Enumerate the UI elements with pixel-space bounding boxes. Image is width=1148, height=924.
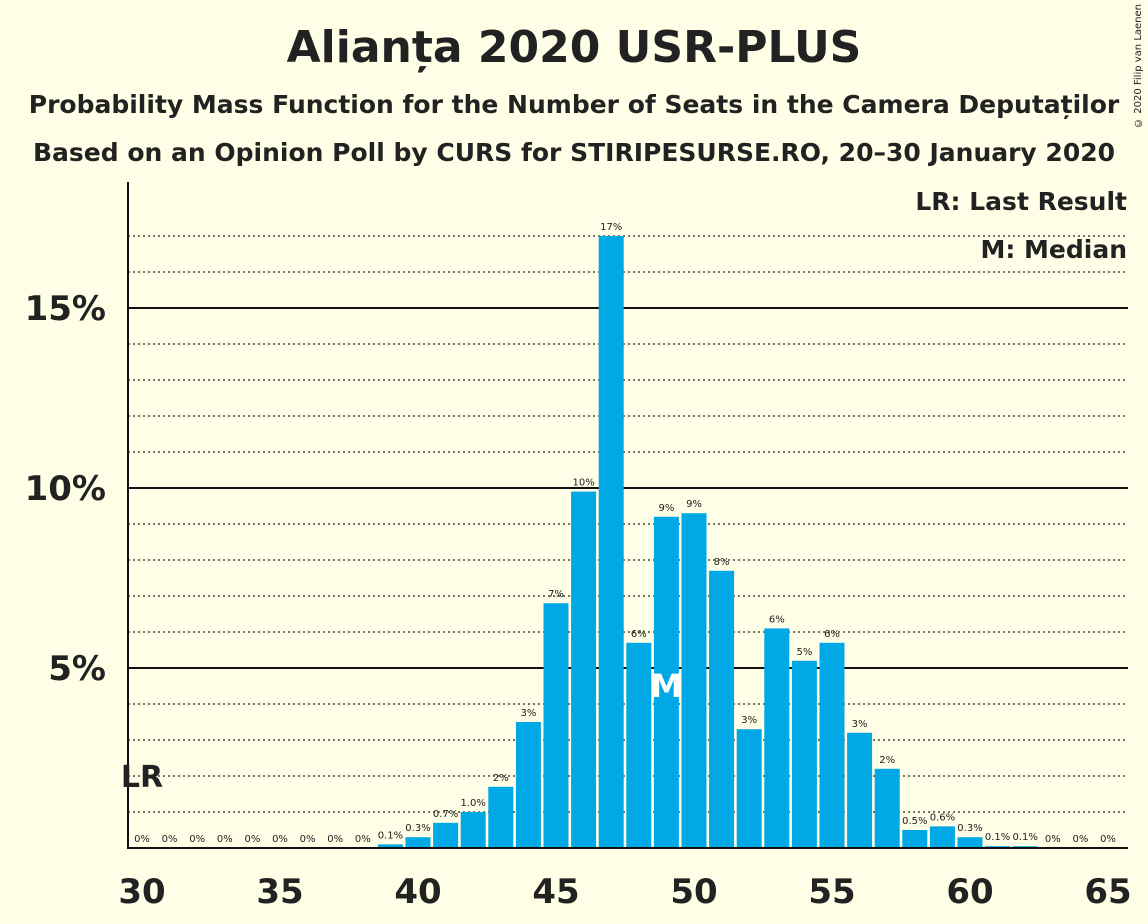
bar: [847, 732, 873, 848]
bar: [405, 837, 431, 848]
bar-value-label: 5%: [796, 647, 812, 658]
bar: [460, 812, 486, 848]
bar: [929, 826, 955, 848]
bar-value-label: 0%: [1100, 834, 1116, 845]
median-marker: M: [650, 667, 682, 705]
bar-value-label: 0%: [134, 834, 150, 845]
bar: [543, 603, 569, 848]
bar-value-label: 0.3%: [405, 823, 430, 834]
bar-value-label: 0%: [217, 834, 233, 845]
x-tick-label: 30: [118, 872, 165, 912]
bar-value-label: 0.3%: [957, 823, 982, 834]
bar-value-label: 3%: [852, 719, 868, 730]
bar-value-label: 0%: [272, 834, 288, 845]
bar: [571, 491, 597, 848]
bar-value-label: 17%: [600, 222, 622, 233]
bar-value-label: 0.1%: [985, 832, 1010, 843]
bar-value-label: 9%: [658, 503, 674, 514]
bar-value-label: 10%: [572, 478, 594, 489]
bar-value-label: 0%: [327, 834, 343, 845]
bar-value-label: 0%: [244, 834, 260, 845]
bar-value-label: 8%: [714, 557, 730, 568]
bar-value-label: 0%: [1045, 834, 1061, 845]
bar-value-label: 6%: [824, 629, 840, 640]
bar: [819, 642, 845, 848]
bar-value-label: 1.0%: [460, 798, 485, 809]
bar-value-label: 2%: [879, 755, 895, 766]
x-tick-label: 45: [532, 872, 579, 912]
bar-value-label: 9%: [686, 499, 702, 510]
bar: [791, 660, 817, 848]
bar: [626, 642, 652, 848]
bar-value-label: 0%: [189, 834, 205, 845]
x-tick-label: 65: [1084, 872, 1131, 912]
bar-value-label: 6%: [769, 614, 785, 625]
bar: [957, 837, 983, 848]
x-tick-label: 40: [394, 872, 441, 912]
bar-value-label: 2%: [493, 773, 509, 784]
bar-value-label: 0.1%: [1012, 832, 1037, 843]
x-tick-label: 35: [256, 872, 303, 912]
bar-value-label: 3%: [741, 715, 757, 726]
chart-subtitle: Probability Mass Function for the Number…: [28, 90, 1120, 119]
x-tick-label: 60: [946, 872, 993, 912]
bar-value-label: 6%: [631, 629, 647, 640]
x-tick-label: 55: [808, 872, 855, 912]
y-tick-label: 10%: [25, 469, 106, 509]
bar-value-label: 0.5%: [902, 816, 927, 827]
bar-value-label: 0.6%: [930, 812, 955, 823]
bar-value-label: 0.1%: [378, 830, 403, 841]
legend-entry: M: Median: [980, 235, 1127, 264]
chart-title: Alianța 2020 USR-PLUS: [286, 22, 862, 73]
bar: [488, 786, 514, 848]
legend-entry: LR: Last Result: [915, 187, 1127, 216]
bar: [874, 768, 900, 848]
bar-value-label: 0%: [300, 834, 316, 845]
bar: [681, 513, 707, 848]
bar: [433, 822, 459, 848]
bar-value-label: 0%: [1072, 834, 1088, 845]
bar-value-label: 0%: [162, 834, 178, 845]
last-result-marker: LR: [121, 760, 163, 795]
x-tick-label: 50: [670, 872, 717, 912]
bar: [377, 844, 403, 848]
bar-value-label: 7%: [548, 589, 564, 600]
bar-value-label: 3%: [520, 708, 536, 719]
bar: [598, 236, 624, 848]
bar-value-label: 0.7%: [433, 809, 458, 820]
bar-value-label: 0%: [355, 834, 371, 845]
bar: [515, 722, 541, 848]
y-tick-label: 15%: [25, 289, 106, 329]
bar: [736, 729, 762, 848]
chart-source-line: Based on an Opinion Poll by CURS for STI…: [32, 138, 1116, 167]
bar: [764, 628, 790, 848]
y-tick-label: 5%: [48, 649, 106, 689]
bar: [653, 516, 679, 848]
bar: [709, 570, 735, 848]
bar: [902, 830, 928, 848]
